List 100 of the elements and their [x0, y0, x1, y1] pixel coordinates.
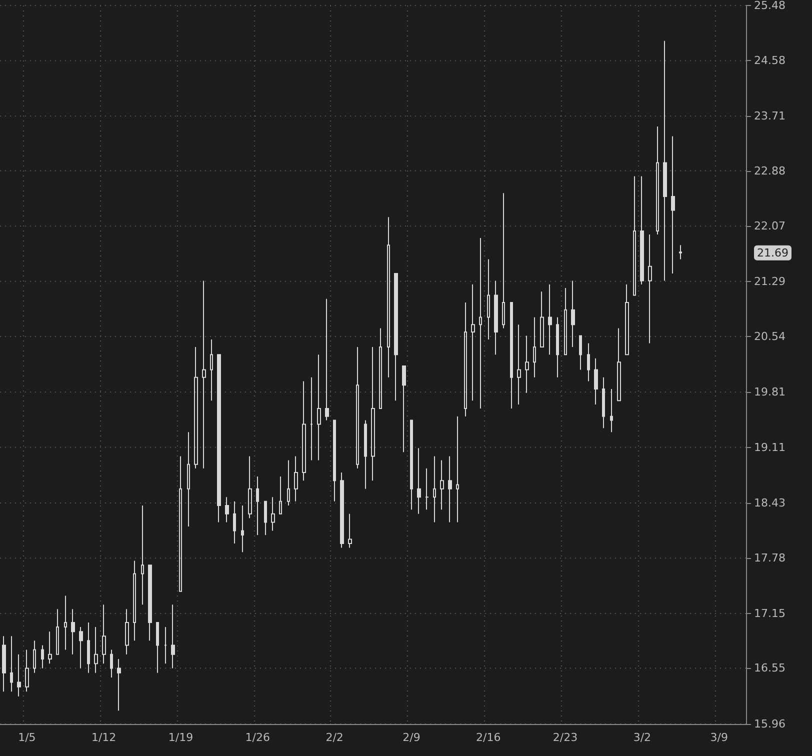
candlestick	[317, 354, 321, 461]
y-tick-label: 20.54	[754, 330, 786, 344]
candlestick	[141, 504, 144, 606]
candlestick	[48, 631, 52, 664]
candlestick	[633, 176, 636, 296]
candlestick	[471, 284, 475, 402]
candlestick	[33, 640, 36, 674]
candlestick	[302, 380, 306, 482]
candlestick	[640, 176, 644, 285]
y-tick-label: 22.88	[754, 164, 786, 178]
candlestick	[394, 273, 398, 402]
candlestick	[364, 420, 367, 490]
candlestick	[233, 500, 236, 544]
candlestick	[556, 316, 559, 378]
candlestick	[502, 192, 505, 329]
candlestick	[148, 564, 152, 642]
candlestick	[87, 622, 90, 674]
candlestick	[71, 608, 75, 655]
candlestick	[64, 595, 67, 650]
candlestick	[164, 626, 167, 664]
x-tick-label: 2/16	[476, 731, 501, 744]
candlestick	[348, 513, 352, 548]
candlestick	[494, 280, 498, 356]
candlestick	[79, 626, 83, 669]
x-tick-label: 1/5	[18, 731, 36, 744]
candlestick	[379, 328, 382, 409]
candlestick	[102, 604, 106, 664]
candlestick	[256, 476, 259, 536]
candlestick	[171, 604, 175, 669]
y-tick-label: 17.78	[754, 552, 786, 565]
candlestick	[179, 456, 182, 592]
x-tick-label: 3/9	[710, 731, 728, 744]
candlestick	[540, 291, 544, 348]
candlestick	[310, 376, 313, 461]
candlestick	[487, 258, 490, 340]
candlestick	[479, 238, 482, 409]
y-tick-label: 25.48	[754, 0, 786, 12]
x-tick-label: 2/2	[326, 731, 344, 744]
candlestick	[648, 234, 652, 344]
candlestick	[2, 636, 6, 692]
candlestick	[125, 608, 129, 655]
candlestick	[210, 339, 213, 402]
candlestick	[248, 456, 252, 519]
candlestick	[679, 244, 682, 260]
candlestick	[110, 649, 113, 678]
y-tick-label: 15.96	[754, 718, 786, 730]
candlestick	[264, 500, 267, 536]
candlestick	[410, 420, 413, 510]
candlestick	[294, 456, 298, 502]
y-tick-label: 16.55	[754, 662, 786, 675]
candlestick	[571, 280, 575, 348]
candlestick	[156, 622, 159, 674]
y-tick-label: 21.29	[754, 274, 786, 288]
candlestick	[656, 126, 659, 236]
candlestick	[402, 365, 406, 453]
candlestick	[663, 40, 667, 282]
candlestick	[356, 346, 359, 469]
x-tick-label: 1/19	[168, 731, 194, 744]
candlestick	[41, 644, 44, 669]
candlestick	[217, 354, 221, 523]
candlestick	[241, 504, 244, 553]
candlestick	[587, 342, 590, 382]
y-tick-label: 19.11	[754, 440, 786, 454]
y-tick-label: 22.07	[754, 220, 786, 233]
candlestick	[579, 335, 582, 370]
y-tick-label: 17.15	[754, 607, 786, 620]
candlestick	[17, 654, 21, 697]
candlestick	[517, 324, 521, 406]
y-tick-label: 24.58	[754, 54, 786, 68]
candlestick	[387, 216, 390, 378]
candlestick	[433, 456, 436, 523]
candlestick	[133, 560, 136, 642]
y-tick-label: 18.43	[754, 496, 786, 510]
candlestick	[448, 456, 452, 523]
candlestick	[371, 346, 375, 482]
candlestick	[425, 468, 429, 510]
candlestick	[564, 287, 567, 356]
candlestick	[279, 476, 282, 514]
candlestick	[325, 298, 329, 421]
candlestick	[333, 420, 336, 502]
x-tick-label: 2/9	[402, 731, 420, 744]
y-tick-label: 19.81	[754, 386, 786, 399]
candlestick	[548, 284, 552, 356]
x-tick-label: 3/2	[633, 731, 652, 744]
candlestick	[510, 302, 513, 409]
candlestick	[671, 136, 675, 274]
y-tick-label: 23.71	[754, 110, 786, 123]
x-tick-label: 2/23	[552, 731, 578, 744]
candlestick	[602, 376, 605, 429]
candlestick	[533, 316, 536, 378]
candlestick	[187, 432, 190, 528]
candlestick	[117, 658, 121, 712]
candlestick	[10, 636, 13, 692]
candlestick	[56, 608, 59, 655]
candlestick	[525, 335, 529, 394]
candlestick	[617, 328, 621, 402]
candlestick	[417, 448, 421, 514]
candlestick	[194, 346, 198, 469]
x-tick-label: 1/26	[245, 731, 270, 744]
candlestick	[202, 280, 206, 469]
